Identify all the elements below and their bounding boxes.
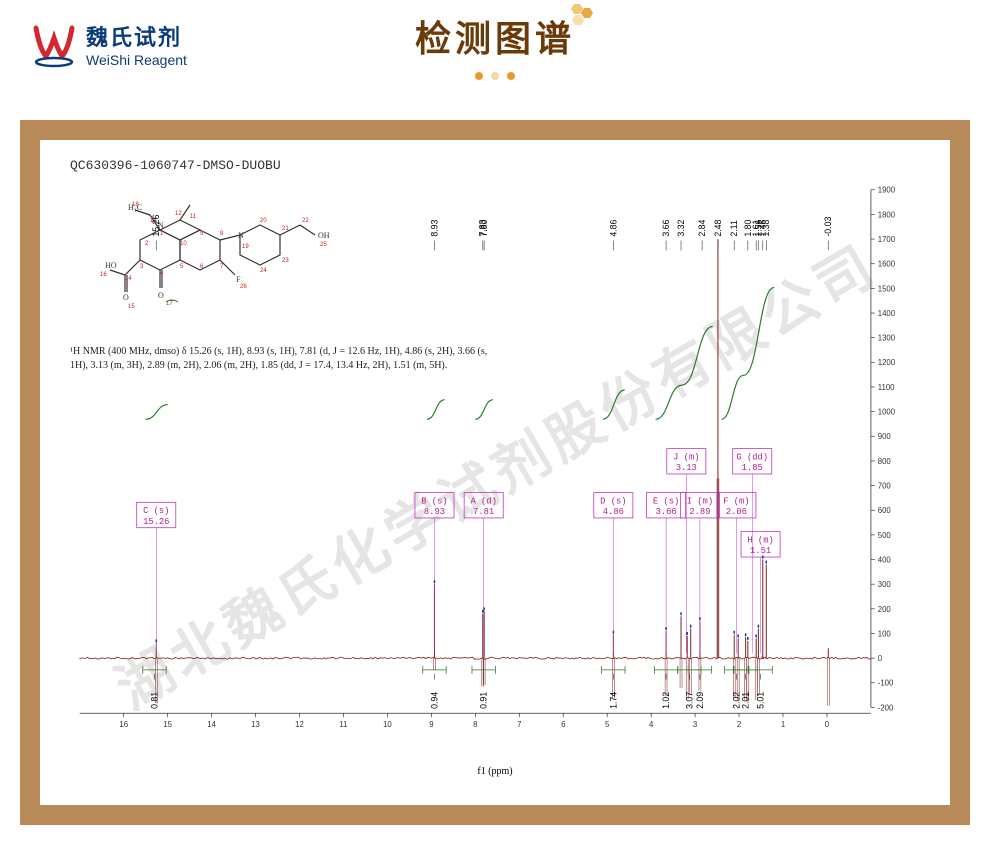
- logo-text: 魏氏试剂 WeiShi Reagent: [86, 20, 187, 68]
- logo-en: WeiShi Reagent: [86, 52, 187, 68]
- svg-text:6: 6: [561, 720, 565, 729]
- svg-text:1.85: 1.85: [742, 463, 763, 473]
- svg-text:7.80: 7.80: [479, 219, 489, 236]
- svg-text:4: 4: [649, 720, 654, 729]
- svg-text:1.74: 1.74: [608, 692, 618, 709]
- svg-text:7: 7: [517, 720, 521, 729]
- svg-text:600: 600: [878, 506, 892, 515]
- svg-text:5.01: 5.01: [756, 692, 766, 709]
- logo-cn: 魏氏试剂: [86, 20, 187, 52]
- svg-text:15.26: 15.26: [151, 215, 161, 237]
- svg-text:-100: -100: [878, 679, 894, 688]
- svg-text:4.86: 4.86: [608, 219, 618, 236]
- spectrum-area: QC630396-1060747-DMSO-DUOBU: [50, 150, 940, 795]
- xaxis-label: f1 (ppm): [477, 766, 512, 777]
- svg-text:15.26: 15.26: [143, 517, 169, 527]
- svg-text:2.48: 2.48: [713, 219, 723, 236]
- logo: 魏氏试剂 WeiShi Reagent: [30, 20, 187, 68]
- title-block: 检测图谱: [415, 10, 575, 80]
- svg-text:15: 15: [163, 720, 172, 729]
- svg-text:8.93: 8.93: [424, 507, 445, 517]
- svg-text:7.81: 7.81: [473, 507, 494, 517]
- svg-text:400: 400: [878, 555, 892, 564]
- svg-text:1800: 1800: [878, 210, 896, 219]
- svg-text:5: 5: [605, 720, 610, 729]
- svg-text:2.09: 2.09: [695, 692, 705, 709]
- svg-text:H (m): H (m): [747, 535, 773, 545]
- svg-text:9: 9: [429, 720, 433, 729]
- svg-text:100: 100: [878, 629, 892, 638]
- svg-text:13: 13: [251, 720, 260, 729]
- svg-text:11: 11: [339, 720, 347, 729]
- svg-text:3.07: 3.07: [684, 692, 694, 709]
- svg-text:300: 300: [878, 580, 892, 589]
- svg-text:A (d): A (d): [471, 496, 497, 506]
- svg-text:D (s): D (s): [600, 496, 626, 506]
- svg-text:1300: 1300: [878, 334, 896, 343]
- page-title: 检测图谱: [415, 10, 575, 62]
- dots: [415, 72, 575, 80]
- svg-text:12: 12: [295, 720, 304, 729]
- svg-text:16: 16: [119, 720, 128, 729]
- svg-text:2.84: 2.84: [697, 219, 707, 236]
- svg-text:10: 10: [383, 720, 392, 729]
- spectrum-frame: QC630396-1060747-DMSO-DUOBU: [20, 120, 970, 825]
- dot-icon: [507, 72, 515, 80]
- svg-text:1100: 1100: [878, 383, 895, 392]
- dot-icon: [491, 72, 499, 80]
- svg-text:1.02: 1.02: [661, 692, 671, 709]
- svg-text:C (s): C (s): [143, 506, 169, 516]
- svg-text:-200: -200: [878, 703, 894, 712]
- dot-icon: [475, 72, 483, 80]
- svg-text:0.94: 0.94: [429, 692, 439, 709]
- svg-text:900: 900: [878, 432, 892, 441]
- svg-text:F (m): F (m): [723, 496, 749, 506]
- svg-text:3.13: 3.13: [676, 463, 697, 473]
- svg-text:2.11: 2.11: [729, 220, 739, 237]
- svg-text:14: 14: [207, 720, 216, 729]
- svg-text:1700: 1700: [878, 235, 896, 244]
- logo-mark-icon: [30, 20, 78, 68]
- svg-text:B (s): B (s): [421, 496, 447, 506]
- svg-text:1400: 1400: [878, 309, 896, 318]
- svg-text:1500: 1500: [878, 284, 896, 293]
- svg-text:8: 8: [473, 720, 477, 729]
- svg-text:2.06: 2.06: [726, 507, 747, 517]
- svg-text:0: 0: [878, 654, 883, 663]
- svg-text:G (dd): G (dd): [736, 452, 768, 462]
- svg-text:200: 200: [878, 605, 892, 614]
- sample-id: QC630396-1060747-DMSO-DUOBU: [70, 158, 281, 173]
- svg-text:1.51: 1.51: [750, 546, 771, 556]
- svg-text:0: 0: [825, 720, 830, 729]
- svg-text:2.01: 2.01: [741, 692, 751, 709]
- svg-text:1: 1: [781, 720, 785, 729]
- svg-text:8.93: 8.93: [429, 219, 439, 236]
- header: 魏氏试剂 WeiShi Reagent 检测图谱: [0, 0, 990, 100]
- svg-text:4.86: 4.86: [603, 507, 624, 517]
- svg-text:J (m): J (m): [673, 452, 699, 462]
- svg-text:700: 700: [878, 482, 892, 491]
- svg-text:E (s): E (s): [653, 496, 679, 506]
- svg-text:0.91: 0.91: [479, 692, 489, 709]
- svg-text:2.89: 2.89: [689, 507, 710, 517]
- svg-text:0.81: 0.81: [149, 692, 159, 709]
- svg-text:-0.03: -0.03: [823, 217, 833, 237]
- svg-text:3: 3: [693, 720, 697, 729]
- svg-text:I (m): I (m): [687, 496, 713, 506]
- svg-text:2: 2: [737, 720, 741, 729]
- svg-text:800: 800: [878, 457, 892, 466]
- nmr-plot: -200-10001002003004005006007008009001000…: [70, 180, 910, 756]
- svg-text:500: 500: [878, 531, 892, 540]
- svg-text:3.66: 3.66: [661, 219, 671, 236]
- svg-text:1000: 1000: [878, 408, 896, 417]
- svg-text:3.66: 3.66: [656, 507, 677, 517]
- svg-text:3.32: 3.32: [676, 219, 686, 236]
- svg-text:1200: 1200: [878, 358, 896, 367]
- svg-text:1.38: 1.38: [761, 219, 771, 236]
- svg-text:1600: 1600: [878, 260, 896, 269]
- svg-text:1900: 1900: [878, 186, 896, 195]
- honeycomb-icon: [567, 2, 595, 26]
